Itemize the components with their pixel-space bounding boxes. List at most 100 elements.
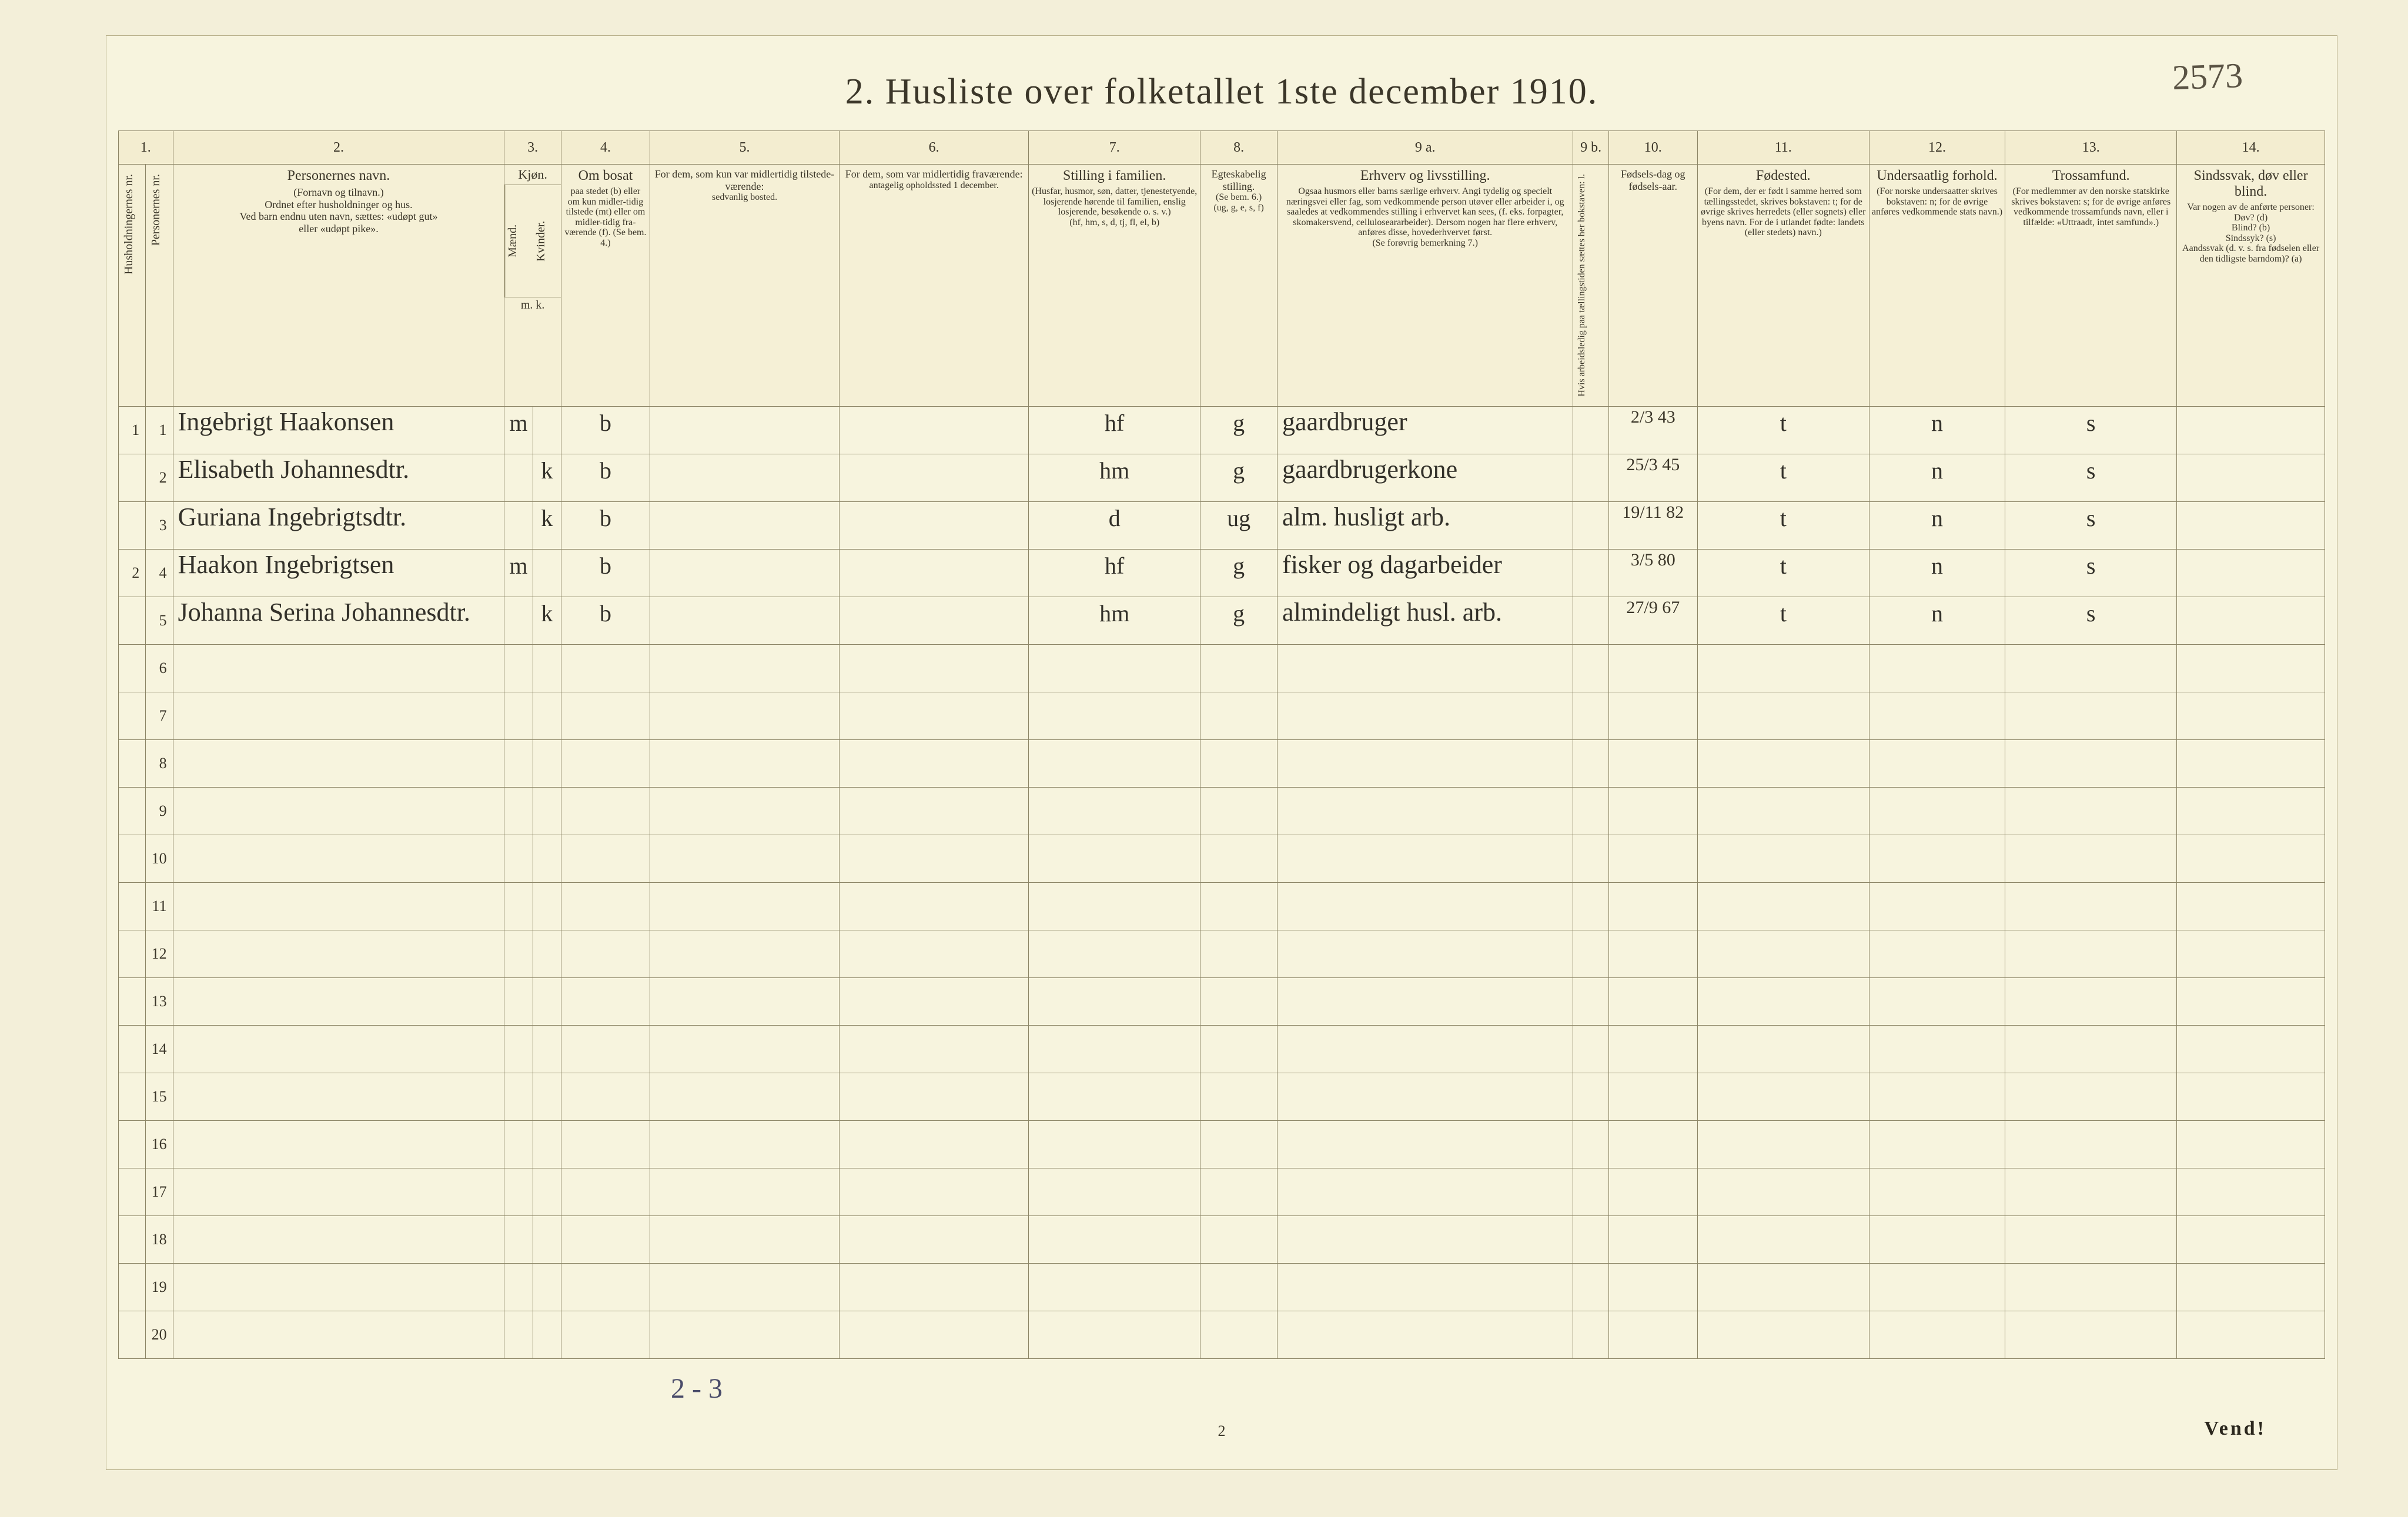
colnum-7: 7. bbox=[1029, 131, 1200, 165]
table-row: 13 bbox=[119, 977, 2325, 1025]
empty-cell bbox=[1869, 835, 2005, 882]
cell-household-nr bbox=[119, 1073, 146, 1120]
empty-cell bbox=[1200, 692, 1277, 739]
empty-cell bbox=[2005, 644, 2177, 692]
cell-person-nr: 19 bbox=[146, 1263, 173, 1311]
hdr-erhverv: Erhverv og livsstilling. Ogsaa husmors e… bbox=[1277, 165, 1573, 407]
empty-cell bbox=[2005, 930, 2177, 977]
empty-cell bbox=[561, 1311, 650, 1358]
cell-undersaat: n bbox=[1869, 406, 2005, 454]
header-labels-row: Husholdningernes nr. Personernes nr. Per… bbox=[119, 165, 2325, 407]
empty-cell bbox=[173, 882, 504, 930]
empty-cell bbox=[1200, 1168, 1277, 1215]
empty-cell bbox=[1277, 1311, 1573, 1358]
empty-cell bbox=[1869, 1263, 2005, 1311]
empty-cell bbox=[840, 1311, 1029, 1358]
cell-household-nr bbox=[119, 692, 146, 739]
empty-cell bbox=[1573, 882, 1608, 930]
empty-cell bbox=[173, 1215, 504, 1263]
hdr-midl-tilstede: For dem, som kun var midlertidig tilsted… bbox=[650, 165, 839, 407]
cell-familiestilling: d bbox=[1029, 501, 1200, 549]
empty-cell bbox=[2005, 835, 2177, 882]
empty-cell bbox=[1573, 930, 1608, 977]
empty-cell bbox=[173, 1263, 504, 1311]
footer-page-number: 2 bbox=[1218, 1422, 1226, 1440]
empty-cell bbox=[504, 1168, 533, 1215]
table-row: 6 bbox=[119, 644, 2325, 692]
cell-familiestilling: hf bbox=[1029, 549, 1200, 597]
colnum-5: 5. bbox=[650, 131, 839, 165]
empty-cell bbox=[1697, 882, 1869, 930]
empty-cell bbox=[173, 1120, 504, 1168]
census-table: 1. 2. 3. 4. 5. 6. 7. 8. 9 a. 9 b. 10. 11… bbox=[118, 130, 2325, 1359]
cell-sex-k: k bbox=[533, 454, 561, 501]
cell-person-nr: 18 bbox=[146, 1215, 173, 1263]
empty-cell bbox=[504, 1311, 533, 1358]
empty-cell bbox=[1697, 977, 1869, 1025]
cell-egteskab: g bbox=[1200, 406, 1277, 454]
cell-fodested: t bbox=[1697, 549, 1869, 597]
cell-egteskab: g bbox=[1200, 597, 1277, 644]
empty-cell bbox=[1277, 1215, 1573, 1263]
cell-household-nr bbox=[119, 1215, 146, 1263]
cell-erhverv: gaardbruger bbox=[1277, 406, 1573, 454]
cell-trossamfund: s bbox=[2005, 501, 2177, 549]
cell-fodselsdato: 3/5 80 bbox=[1608, 549, 1697, 597]
empty-cell bbox=[1277, 739, 1573, 787]
cell-erhverv: alm. husligt arb. bbox=[1277, 501, 1573, 549]
empty-cell bbox=[2005, 1120, 2177, 1168]
empty-cell bbox=[1608, 1311, 1697, 1358]
table-row: 10 bbox=[119, 835, 2325, 882]
empty-cell bbox=[1869, 882, 2005, 930]
colnum-12: 12. bbox=[1869, 131, 2005, 165]
empty-cell bbox=[1277, 787, 1573, 835]
empty-cell bbox=[533, 1215, 561, 1263]
empty-cell bbox=[2177, 1120, 2325, 1168]
cell-sindssvak bbox=[2177, 454, 2325, 501]
empty-cell bbox=[1029, 1025, 1200, 1073]
empty-cell bbox=[2005, 1025, 2177, 1073]
cell-household-nr bbox=[119, 882, 146, 930]
colnum-3: 3. bbox=[504, 131, 561, 165]
empty-cell bbox=[1200, 1263, 1277, 1311]
empty-cell bbox=[1029, 930, 1200, 977]
empty-cell bbox=[1200, 1215, 1277, 1263]
cell-person-nr: 20 bbox=[146, 1311, 173, 1358]
cell-fodselsdato: 2/3 43 bbox=[1608, 406, 1697, 454]
empty-cell bbox=[1608, 787, 1697, 835]
empty-cell bbox=[1200, 882, 1277, 930]
empty-cell bbox=[504, 739, 533, 787]
table-row: 7 bbox=[119, 692, 2325, 739]
empty-cell bbox=[1869, 1311, 2005, 1358]
cell-person-nr: 4 bbox=[146, 549, 173, 597]
empty-cell bbox=[1869, 1120, 2005, 1168]
empty-cell bbox=[1573, 1120, 1608, 1168]
document-page: 2573 2. Husliste over folketallet 1ste d… bbox=[106, 35, 2337, 1470]
empty-cell bbox=[561, 835, 650, 882]
cell-erhverv: gaardbrugerkone bbox=[1277, 454, 1573, 501]
table-row: 11Ingebrigt Haakonsenmbhfggaardbruger2/3… bbox=[119, 406, 2325, 454]
empty-cell bbox=[650, 739, 839, 787]
colnum-11: 11. bbox=[1697, 131, 1869, 165]
empty-cell bbox=[650, 1311, 839, 1358]
empty-cell bbox=[533, 835, 561, 882]
cell-midl-tilstede bbox=[650, 406, 839, 454]
empty-cell bbox=[561, 977, 650, 1025]
cell-arbeidsledig bbox=[1573, 549, 1608, 597]
empty-cell bbox=[173, 977, 504, 1025]
empty-cell bbox=[650, 1215, 839, 1263]
empty-cell bbox=[1277, 1025, 1573, 1073]
cell-household-nr bbox=[119, 1263, 146, 1311]
cell-familiestilling: hm bbox=[1029, 454, 1200, 501]
empty-cell bbox=[561, 1215, 650, 1263]
empty-cell bbox=[2005, 692, 2177, 739]
scan-frame: 2573 2. Husliste over folketallet 1ste d… bbox=[0, 0, 2408, 1517]
empty-cell bbox=[2005, 1263, 2177, 1311]
colnum-9b: 9 b. bbox=[1573, 131, 1608, 165]
empty-cell bbox=[561, 1168, 650, 1215]
empty-cell bbox=[2177, 1263, 2325, 1311]
cell-sindssvak bbox=[2177, 549, 2325, 597]
empty-cell bbox=[2005, 739, 2177, 787]
table-row: 19 bbox=[119, 1263, 2325, 1311]
empty-cell bbox=[1869, 1073, 2005, 1120]
